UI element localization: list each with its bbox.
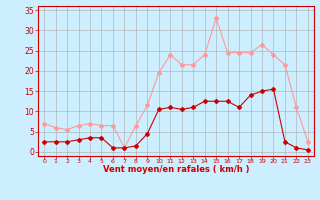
- X-axis label: Vent moyen/en rafales ( km/h ): Vent moyen/en rafales ( km/h ): [103, 165, 249, 174]
